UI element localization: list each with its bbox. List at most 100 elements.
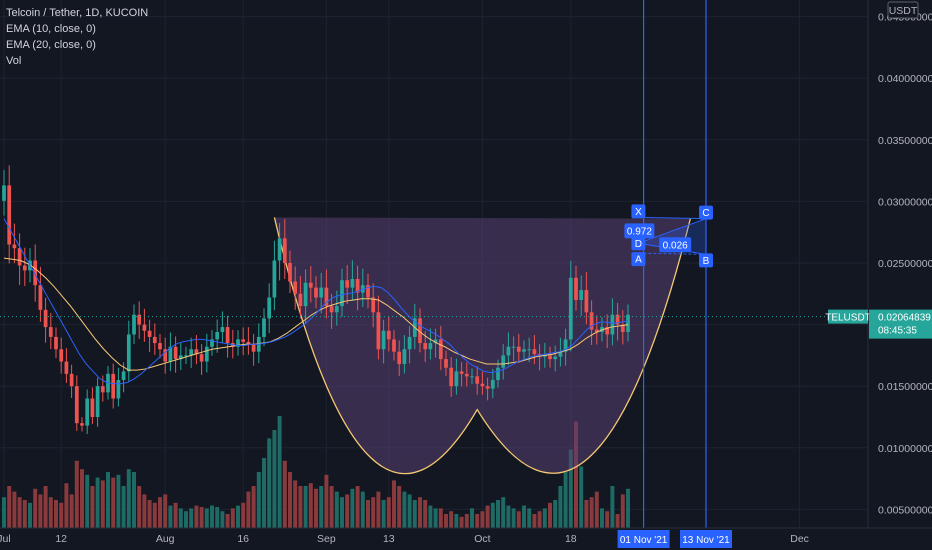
candle-body — [532, 349, 537, 355]
legend-ema20[interactable]: EMA (20, close, 0) — [6, 39, 96, 51]
xabcd-point-d[interactable] — [631, 236, 646, 251]
volume-bar — [329, 486, 334, 528]
y-tick-label: 0.04000000 — [878, 73, 932, 85]
volume-bar — [173, 502, 178, 528]
price-tag-value: 0.02064839 — [878, 313, 931, 324]
volume-bar — [220, 511, 225, 528]
candle-body — [511, 346, 516, 348]
volume-bar — [620, 494, 625, 528]
volume-bar — [48, 497, 53, 528]
volume-bar — [33, 488, 38, 528]
volume-bar — [506, 505, 511, 528]
candle-body — [454, 371, 459, 387]
xabcd-point-b[interactable] — [699, 253, 713, 268]
volume-bar — [428, 505, 433, 528]
currency-badge[interactable]: USDT — [887, 1, 919, 19]
candle-body — [262, 318, 266, 337]
x-tick-label: Jul — [0, 533, 11, 545]
volume-bar — [459, 516, 464, 528]
volume-bar — [43, 486, 48, 528]
xabcd-label-d: D — [635, 239, 642, 250]
volume-bar — [423, 500, 428, 528]
candle-body — [22, 265, 27, 271]
price-tag-box — [869, 309, 932, 339]
candle-body — [199, 354, 204, 362]
candle-body — [475, 376, 480, 384]
candle-body — [272, 260, 277, 298]
xabcd-leg-xc — [638, 216, 707, 220]
candle-body — [553, 356, 558, 360]
y-tick-label: 0.00500000 — [878, 504, 932, 516]
ratio-bd-label: 0.026 — [663, 240, 688, 251]
volume-bar — [85, 474, 90, 528]
ratio-xd-label: 0.972 — [627, 226, 652, 237]
candle-body — [314, 287, 318, 298]
candle-body — [584, 290, 589, 313]
volume-bar — [324, 474, 329, 528]
candle-body — [282, 238, 287, 263]
candle-body — [12, 244, 17, 249]
volume-bar — [355, 486, 360, 528]
volume-bar — [563, 472, 568, 528]
candle-body — [173, 346, 178, 360]
ratio-bd-box — [659, 237, 692, 253]
legend-ema10[interactable]: EMA (10, close, 0) — [6, 23, 96, 35]
candle-body — [33, 260, 38, 286]
legend-title[interactable]: Telcoin / Tether, 1D, KUCOIN — [6, 7, 149, 19]
candle-body — [236, 339, 240, 347]
volume-bar — [106, 472, 110, 528]
candle-body — [168, 346, 173, 362]
candle-body — [178, 355, 183, 360]
date-marker-label: 01 Nov '21 — [620, 535, 668, 546]
volume-bar — [142, 494, 147, 528]
candle-body — [626, 314, 630, 332]
volume-bar — [589, 497, 594, 528]
candle-body — [85, 398, 90, 426]
candle-body — [163, 349, 168, 362]
volume-bar — [527, 508, 532, 528]
candle-body — [589, 312, 594, 330]
price-tag-countdown: 08:45:35 — [878, 326, 917, 337]
candle-body — [225, 327, 230, 344]
candle-body — [38, 285, 43, 310]
candle-body — [116, 380, 121, 399]
candle-body — [407, 336, 412, 350]
volume-bar — [402, 491, 407, 528]
candle-body — [418, 318, 422, 344]
candle-body — [2, 185, 6, 201]
xabcd-point-a[interactable] — [631, 252, 646, 267]
ema10-line — [3, 218, 629, 385]
xabcd-pattern[interactable]: X A B C D 0.972 0.026 — [624, 204, 713, 268]
legend-vol[interactable]: Vol — [6, 55, 22, 67]
volume-bar — [511, 508, 516, 528]
xabcd-point-c[interactable] — [699, 205, 713, 220]
volume-bar — [397, 486, 402, 528]
xabcd-point-x[interactable] — [631, 204, 646, 219]
candle-body — [620, 324, 625, 332]
volume-bar — [615, 514, 620, 528]
candle-body — [444, 359, 448, 368]
candle-body — [210, 339, 214, 347]
xabcd-leg-ab — [638, 252, 707, 255]
volume-bar — [251, 486, 256, 528]
candle-body — [480, 383, 485, 387]
candle-body — [402, 349, 407, 365]
candle-body — [340, 280, 344, 307]
volume-bar — [537, 511, 542, 528]
x-tick-label: Aug — [156, 533, 175, 545]
candle-body — [433, 339, 438, 344]
candle-body — [303, 282, 308, 307]
candle-body — [184, 355, 188, 357]
volume-bar — [553, 500, 558, 528]
volume-bar — [38, 494, 43, 528]
volume-bar — [444, 514, 448, 528]
volume-bar — [350, 488, 355, 528]
time-axis[interactable]: Jul 12 Aug 16 Sep 13 Oct 18 Dec 01 Nov '21 13 Nov … — [0, 530, 809, 548]
candle-body — [392, 339, 396, 352]
x-tick-label: Oct — [474, 533, 490, 545]
candle-body — [579, 290, 584, 300]
candle-body — [527, 349, 532, 351]
candle-body — [381, 330, 386, 350]
candle-body — [54, 336, 58, 350]
